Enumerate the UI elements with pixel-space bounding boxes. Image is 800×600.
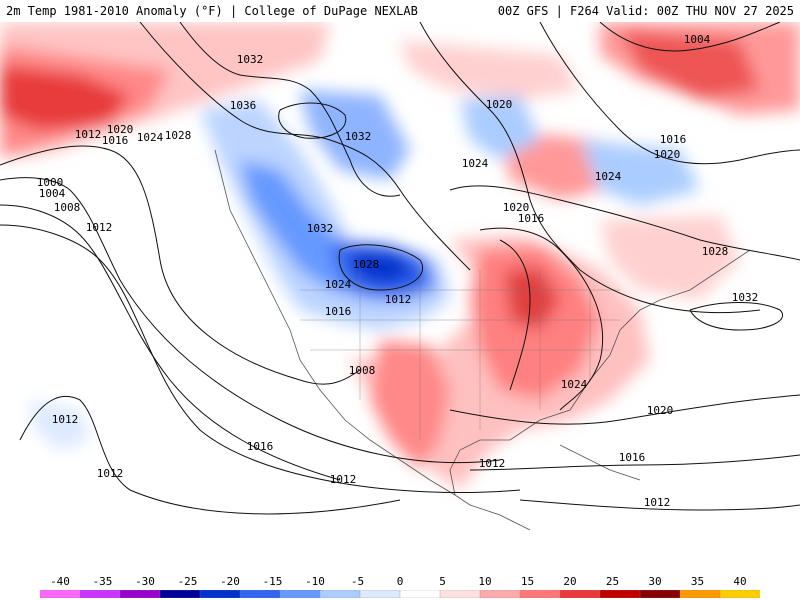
isobar-label: 1012 bbox=[330, 473, 357, 486]
legend-tick-label: -25 bbox=[177, 575, 198, 588]
legend-swatch bbox=[559, 590, 601, 598]
isobar-label: 1020 bbox=[503, 201, 530, 214]
legend-swatch bbox=[439, 590, 481, 598]
legend-tick-label: -30 bbox=[135, 575, 155, 588]
legend-swatch bbox=[40, 590, 81, 598]
isobar-label: 1000 bbox=[37, 176, 64, 189]
isobar-label: 1028 bbox=[702, 245, 729, 258]
isobar-label: 1032 bbox=[732, 291, 759, 304]
color-legend: -40 -35 -30 -25 -20 -15 -10 -5 0 5 10 15 20 25 30 35 40 bbox=[0, 574, 800, 600]
isobar-label: 1032 bbox=[345, 130, 372, 143]
legend-swatch bbox=[159, 590, 201, 598]
legend-swatch bbox=[359, 590, 401, 598]
isobar-label: 1024 bbox=[462, 157, 489, 170]
isobar-label: 1028 bbox=[353, 258, 380, 271]
title-bar: 2m Temp 1981-2010 Anomaly (°F) | College… bbox=[0, 0, 800, 22]
isobar-label: 1016 bbox=[518, 212, 545, 225]
legend-tick-label: 0 bbox=[396, 575, 404, 588]
legend-tick-label: 15 bbox=[520, 575, 535, 588]
isobar-lines bbox=[0, 22, 800, 515]
legend-swatch bbox=[279, 590, 321, 598]
isobar-label: 1008 bbox=[349, 364, 376, 377]
isobar-label: 1016 bbox=[247, 440, 274, 453]
isobar-label: 1024 bbox=[137, 131, 164, 144]
legend-tick-label: -40 bbox=[50, 575, 70, 588]
legend-swatch bbox=[679, 590, 721, 598]
isobar-label: 1024 bbox=[325, 278, 352, 291]
legend-tick-label: 5 bbox=[439, 575, 446, 588]
isobar-label: 1032 bbox=[307, 222, 334, 235]
legend-tick-label: 20 bbox=[563, 575, 577, 588]
legend-tick-label: 25 bbox=[605, 575, 620, 588]
isobar-label: 1012 bbox=[75, 128, 102, 141]
legend-swatch bbox=[399, 590, 441, 598]
legend-swatch bbox=[719, 590, 760, 598]
legend-swatch bbox=[79, 590, 121, 598]
legend-tick-label: -20 bbox=[220, 575, 240, 588]
legend-swatch bbox=[319, 590, 361, 598]
isobar-label: 1012 bbox=[52, 413, 79, 426]
legend-swatch bbox=[239, 590, 281, 598]
legend-tick-label: -35 bbox=[92, 575, 113, 588]
legend-swatch bbox=[599, 590, 641, 598]
legend-color-strip bbox=[40, 590, 760, 598]
isobar-label: 1020 bbox=[107, 123, 134, 136]
isobar-label: 1012 bbox=[479, 457, 506, 470]
model-run-title: 00Z GFS | F264 Valid: 00Z THU NOV 27 202… bbox=[497, 4, 794, 18]
product-title: 2m Temp 1981-2010 Anomaly (°F) | College… bbox=[6, 4, 418, 18]
anomaly-shading bbox=[0, 22, 800, 490]
isobar-label: 1012 bbox=[86, 221, 113, 234]
isobar-label: 1012 bbox=[97, 467, 124, 480]
isobar-label: 1036 bbox=[230, 99, 257, 112]
isobar-label: 1020 bbox=[654, 148, 681, 161]
isobar-label: 1012 bbox=[644, 496, 671, 509]
isobar-label: 1032 bbox=[237, 53, 264, 66]
isobar-label: 1004 bbox=[684, 33, 711, 46]
isobar-label: 1012 bbox=[385, 293, 412, 306]
legend-tick-label: 10 bbox=[478, 575, 492, 588]
isobar-label: 1020 bbox=[486, 98, 513, 111]
legend-swatch bbox=[119, 590, 161, 598]
legend-tick-labels: -40 -35 -30 -25 -20 -15 -10 -5 0 5 10 15 20 25 30 35 40 bbox=[0, 574, 800, 588]
isobar-label: 1028 bbox=[165, 129, 192, 142]
isobar-label: 1016 bbox=[325, 305, 352, 318]
state-borders bbox=[300, 270, 620, 440]
legend-tick-label: 30 bbox=[648, 575, 662, 588]
legend-swatch bbox=[519, 590, 561, 598]
isobar-label: 1024 bbox=[561, 378, 588, 391]
anomaly-map: 1004100410321036103210201012102010161024… bbox=[0, 22, 800, 574]
legend-swatch bbox=[199, 590, 241, 598]
isobar-label: 1016 bbox=[102, 134, 129, 147]
isobar-label: 1024 bbox=[595, 170, 622, 183]
isobar-label: 1020 bbox=[647, 404, 674, 417]
legend-swatch bbox=[639, 590, 681, 598]
isobar-label: 1004 bbox=[39, 187, 66, 200]
legend-tick-label: -15 bbox=[262, 575, 283, 588]
legend-tick-label: -5 bbox=[350, 575, 365, 588]
isobar-labels: 1004100410321036103210201012102010161024… bbox=[37, 33, 759, 509]
isobar-label: 1016 bbox=[660, 133, 687, 146]
legend-tick-label: -10 bbox=[305, 575, 325, 588]
legend-swatch bbox=[479, 590, 521, 598]
isobar-label: 1016 bbox=[619, 451, 646, 464]
legend-tick-label: 40 bbox=[733, 575, 747, 588]
isobar-label: 1008 bbox=[54, 201, 81, 214]
legend-tick-label: 35 bbox=[690, 575, 705, 588]
